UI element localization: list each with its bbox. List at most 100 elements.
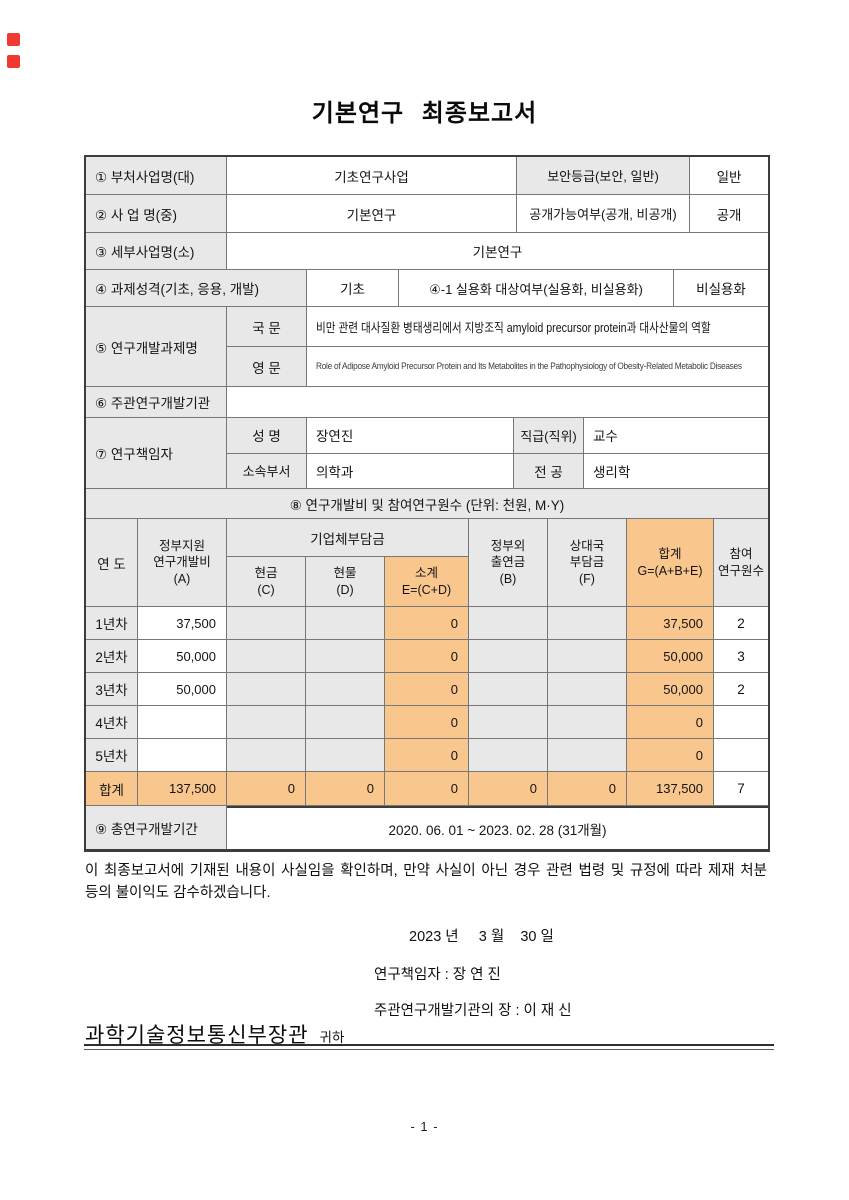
signature-pi: 연구책임자 : 장 연 진 bbox=[374, 967, 501, 983]
korean-title-text: 비만 관련 대사질환 병태생리에서 지방조직 amyloid precursor… bbox=[316, 321, 711, 335]
cash-total: 0 bbox=[227, 772, 306, 806]
field-value-security-grade: 일반 bbox=[690, 157, 768, 195]
footer-rule-thin bbox=[84, 1049, 774, 1050]
col-header-gov-fund: 정부지원 연구개발비 (A) bbox=[138, 519, 227, 607]
budget-section-title: ⑧ 연구개발비 및 참여연구원수 (단위: 천원, M·Y) bbox=[86, 489, 768, 519]
gov-fund-value bbox=[138, 739, 227, 772]
inkind-total: 0 bbox=[306, 772, 385, 806]
field-label-period: ⑨ 총연구개발기간 bbox=[86, 806, 227, 849]
partner-value bbox=[548, 706, 627, 739]
partner-value bbox=[548, 640, 627, 673]
gov-fund-value: 50,000 bbox=[138, 640, 227, 673]
total-value: 50,000 bbox=[627, 673, 714, 706]
field-label-pi-name: 성 명 bbox=[227, 418, 307, 454]
field-value-pi-dept: 의학과 bbox=[307, 453, 514, 489]
field-value-pi-major: 생리학 bbox=[584, 454, 768, 489]
table-row-project-title: ⑤ 연구개발과제명 국 문 비만 관련 대사질환 병태생리에서 지방조직 amy… bbox=[86, 307, 768, 387]
table-row-period: ⑨ 총연구개발기간 2020. 06. 01 ~ 2023. 02. 28 (3… bbox=[86, 806, 768, 849]
table-row: ② 사 업 명(중) 기본연구 공개가능여부(공개, 비공개) 공개 bbox=[86, 195, 768, 233]
budget-header-row: 연 도 정부지원 연구개발비 (A) 기업체부담금 현금 (C) 현물 (D) … bbox=[86, 519, 768, 607]
gov-fund-total: 137,500 bbox=[138, 772, 227, 806]
honorific: 귀하 bbox=[319, 1030, 345, 1045]
pi-group: 성 명 장연진 직급(직위) 교수 소속부서 의학과 전 공 생리학 bbox=[227, 418, 768, 489]
field-label-project-title: ⑤ 연구개발과제명 bbox=[86, 307, 227, 387]
report-table: ① 부처사업명(대) 기초연구사업 보안등급(보안, 일반) 일반 ② 사 업 … bbox=[84, 155, 770, 852]
cash-value bbox=[227, 607, 306, 640]
researchers-total: 7 bbox=[714, 772, 768, 806]
field-value-english-title: Role of Adipose Amyloid Precursor Protei… bbox=[307, 347, 768, 387]
field-value-disclosure: 공개 bbox=[690, 195, 768, 233]
inkind-value bbox=[306, 739, 385, 772]
nongov-value bbox=[469, 739, 548, 772]
field-value-program-name: 기본연구 bbox=[227, 195, 517, 233]
budget-row-year1: 1년차 37,500 0 37,500 2 bbox=[86, 607, 768, 640]
table-row: ③ 세부사업명(소) 기본연구 bbox=[86, 233, 768, 270]
col-header-subtotal: 소계 E=(C+D) bbox=[385, 557, 469, 607]
col-header-researchers: 참여 연구원수 bbox=[714, 519, 768, 607]
field-label-sub-program: ③ 세부사업명(소) bbox=[86, 233, 227, 270]
budget-row-year3: 3년차 50,000 0 50,000 2 bbox=[86, 673, 768, 706]
field-label-security-grade: 보안등급(보안, 일반) bbox=[517, 157, 690, 195]
field-value-lead-org bbox=[227, 387, 768, 418]
researchers-value: 2 bbox=[714, 673, 768, 706]
total-row-label: 합계 bbox=[86, 772, 138, 806]
col-header-year: 연 도 bbox=[86, 519, 138, 607]
nongov-total: 0 bbox=[469, 772, 548, 806]
year-label: 1년차 bbox=[86, 607, 138, 640]
field-label-ministry-program: ① 부처사업명(대) bbox=[86, 157, 227, 195]
field-label-lead-org: ⑥ 주관연구개발기관 bbox=[86, 387, 227, 418]
partner-value bbox=[548, 739, 627, 772]
field-value-korean-title: 비만 관련 대사질환 병태생리에서 지방조직 amyloid precursor… bbox=[307, 307, 768, 347]
partner-value bbox=[548, 607, 627, 640]
nongov-value bbox=[469, 706, 548, 739]
subtotal-value: 0 bbox=[385, 739, 469, 772]
field-value-pi-rank: 교수 bbox=[584, 418, 768, 454]
field-value-commercialization: 비실용화 bbox=[674, 270, 768, 307]
grand-total: 137,500 bbox=[627, 772, 714, 806]
minister-line: 과학기술정보통신부장관 귀하 bbox=[85, 1019, 344, 1049]
english-title-text: Role of Adipose Amyloid Precursor Protei… bbox=[316, 361, 742, 372]
red-marker-icon bbox=[7, 55, 20, 68]
researchers-value: 2 bbox=[714, 607, 768, 640]
subtotal-value: 0 bbox=[385, 640, 469, 673]
field-label-pi-major: 전 공 bbox=[514, 453, 584, 489]
col-group-corporate: 기업체부담금 현금 (C) 현물 (D) 소계 E=(C+D) bbox=[227, 519, 469, 607]
footer-rule-thick bbox=[84, 1044, 774, 1046]
minister-name: 과학기술정보통신부장관 bbox=[85, 1024, 309, 1047]
field-value-period: 2020. 06. 01 ~ 2023. 02. 28 (31개월) bbox=[227, 806, 768, 849]
gov-fund-value: 50,000 bbox=[138, 673, 227, 706]
nongov-value bbox=[469, 607, 548, 640]
cash-value bbox=[227, 673, 306, 706]
budget-row-year4: 4년차 0 0 bbox=[86, 706, 768, 739]
total-value: 0 bbox=[627, 739, 714, 772]
gov-fund-value bbox=[138, 706, 227, 739]
field-label-english-title: 영 문 bbox=[227, 347, 307, 387]
table-row: ⑥ 주관연구개발기관 bbox=[86, 387, 768, 418]
subtotal-value: 0 bbox=[385, 673, 469, 706]
signature-org-head: 주관연구개발기관의 장 : 이 재 신 bbox=[374, 1003, 572, 1019]
table-row: ① 부처사업명(대) 기초연구사업 보안등급(보안, 일반) 일반 bbox=[86, 157, 768, 195]
table-row-pi: ⑦ 연구책임자 성 명 장연진 직급(직위) 교수 소속부서 의학과 전 공 생… bbox=[86, 418, 768, 489]
researchers-value bbox=[714, 739, 768, 772]
inkind-value bbox=[306, 640, 385, 673]
partner-total: 0 bbox=[548, 772, 627, 806]
field-label-pi-rank: 직급(직위) bbox=[514, 418, 584, 454]
cash-value bbox=[227, 640, 306, 673]
year-label: 3년차 bbox=[86, 673, 138, 706]
total-value: 37,500 bbox=[627, 607, 714, 640]
field-label-commercialization: ④-1 실용화 대상여부(실용화, 비실용화) bbox=[399, 270, 674, 307]
field-label-pi: ⑦ 연구책임자 bbox=[86, 418, 227, 489]
table-row: ④ 과제성격(기초, 응용, 개발) 기초 ④-1 실용화 대상여부(실용화, … bbox=[86, 270, 768, 307]
field-label-program-name: ② 사 업 명(중) bbox=[86, 195, 227, 233]
col-header-total: 합계 G=(A+B+E) bbox=[627, 519, 714, 607]
col-header-inkind: 현물 (D) bbox=[306, 557, 385, 607]
year-label: 5년차 bbox=[86, 739, 138, 772]
gov-fund-value: 37,500 bbox=[138, 607, 227, 640]
project-title-group: 국 문 비만 관련 대사질환 병태생리에서 지방조직 amyloid precu… bbox=[227, 307, 768, 387]
researchers-value bbox=[714, 706, 768, 739]
cash-value bbox=[227, 706, 306, 739]
researchers-value: 3 bbox=[714, 640, 768, 673]
field-value-ministry-program: 기초연구사업 bbox=[227, 157, 517, 195]
budget-row-year5: 5년차 0 0 bbox=[86, 739, 768, 772]
